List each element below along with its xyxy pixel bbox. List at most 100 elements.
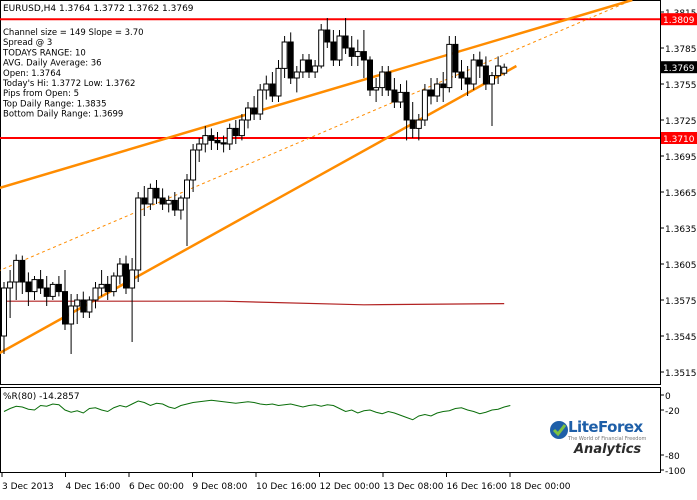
candle-body — [19, 259, 26, 283]
williams-r-line — [3, 399, 511, 421]
candle-body — [446, 43, 453, 89]
price-tick-label: 1.3695 — [665, 153, 697, 163]
candle-body — [13, 259, 20, 283]
price-tick-label: 1.3605 — [665, 261, 697, 271]
candle-body — [415, 119, 422, 129]
candle-body — [482, 65, 489, 85]
checkmark-logo-icon — [550, 421, 568, 439]
info-line: TODAYS RANGE: 10 — [2, 48, 86, 58]
time-tick-label: 16 Dec 16:00 — [447, 482, 508, 492]
candle-body — [226, 127, 233, 145]
candle-body — [214, 139, 221, 144]
info-line: AVG. Daily Average: 36 — [3, 59, 102, 69]
candle-body — [269, 83, 276, 97]
indicator-tick-label: 0 — [665, 392, 671, 402]
candle-body — [263, 83, 270, 91]
candle-body — [318, 29, 325, 67]
candle-body — [171, 199, 178, 211]
candle-body — [495, 65, 502, 77]
price-axis: 1.38151.37851.37551.37251.36951.36651.36… — [660, 9, 697, 379]
candle-body — [153, 187, 160, 199]
candle-body — [342, 35, 349, 49]
candle-body — [409, 119, 416, 129]
candle-body — [37, 279, 44, 289]
candle-body — [312, 65, 319, 73]
price-tick-label: 1.3545 — [665, 333, 697, 343]
candle-body — [452, 43, 459, 73]
candle-body — [7, 281, 14, 289]
candle-body — [470, 59, 477, 85]
current-price-label: 1.3769 — [663, 64, 695, 74]
info-line: Channel size = 149 Slope = 3.70 — [3, 28, 144, 38]
candle-body — [385, 71, 392, 91]
candle-body — [1, 287, 7, 337]
symbol-line: EURUSD,H4 1.3764 1.3772 1.3762 1.3769 — [3, 4, 194, 14]
current-price-box — [661, 61, 697, 74]
candle-body — [251, 107, 258, 115]
candle-body — [373, 87, 380, 91]
indicator-tick-label: -80 — [665, 452, 680, 462]
info-line: Top Daily Range: 1.3835 — [2, 99, 107, 109]
candle-body — [293, 71, 300, 79]
candle-body — [147, 187, 154, 205]
candle-body — [177, 197, 184, 211]
candle-body — [330, 41, 337, 61]
info-line: Bottom Daily Range: 1.3699 — [3, 110, 123, 120]
candle-body — [49, 283, 56, 297]
candle-body — [110, 275, 117, 293]
candle-body — [68, 305, 75, 325]
candle-body — [458, 71, 465, 79]
info-line: Today's Hi: 1.3772 Low: 1.3762 — [2, 79, 135, 89]
candle-body — [299, 59, 306, 73]
candle-body — [43, 287, 50, 297]
time-tick-label: 13 Dec 08:00 — [383, 482, 444, 492]
price-tick-label: 1.3635 — [665, 225, 697, 235]
candle-body — [25, 281, 32, 293]
candle-body — [501, 66, 508, 74]
candle-body — [391, 89, 398, 103]
candle-body — [336, 35, 343, 61]
candle-body — [86, 299, 93, 313]
indicator-tick-label: -20 — [665, 407, 680, 417]
info-line: Spread @ 3 — [3, 38, 52, 48]
price-tick-label: 1.3665 — [665, 189, 697, 199]
candle-body — [281, 41, 288, 69]
info-line: Pips from Open: 5 — [3, 89, 79, 99]
price-tick-label: 1.3785 — [665, 45, 697, 55]
candle-body — [129, 269, 136, 289]
candle-body — [92, 287, 99, 301]
candle-body — [135, 197, 142, 271]
support-price-box — [661, 132, 697, 144]
candle-body — [379, 71, 386, 89]
candle-body — [245, 107, 251, 121]
time-tick-label: 10 Dec 16:00 — [256, 482, 317, 492]
resistance-price-label: 1.3809 — [663, 16, 695, 26]
candle-body — [74, 299, 81, 307]
indicator-tick-label: -100 — [665, 467, 686, 477]
moving-average-line — [4, 300, 505, 306]
channel-upper-line — [0, 0, 633, 190]
chart-gridlines — [0, 0, 661, 473]
candle-body — [367, 59, 373, 91]
price-tick-label: 1.3725 — [665, 117, 697, 127]
candle-body — [159, 197, 166, 205]
time-axis: 3 Dec 2013 4 Dec 16:00 6 Dec 00:00 9 Dec 08… — [1, 472, 571, 492]
candle-body — [62, 291, 68, 325]
time-tick-label: 18 Dec 00:00 — [510, 482, 571, 492]
candle-body — [98, 283, 105, 289]
candle-body — [464, 77, 471, 85]
candle-body — [31, 279, 38, 293]
candle-body — [104, 283, 111, 293]
candle-body — [348, 47, 355, 57]
candle-body — [428, 89, 434, 97]
indicator-frame — [0, 387, 661, 473]
candle-body — [403, 91, 410, 121]
candle-body — [220, 142, 227, 145]
chart-info-text: EURUSD,H4 1.3764 1.3772 1.3762 1.3769 Cha… — [2, 4, 194, 120]
indicator-label: %R(80) -14.2857 — [3, 392, 80, 402]
candle-body — [421, 89, 428, 121]
candle-body — [232, 127, 239, 137]
candle-body — [190, 149, 197, 181]
